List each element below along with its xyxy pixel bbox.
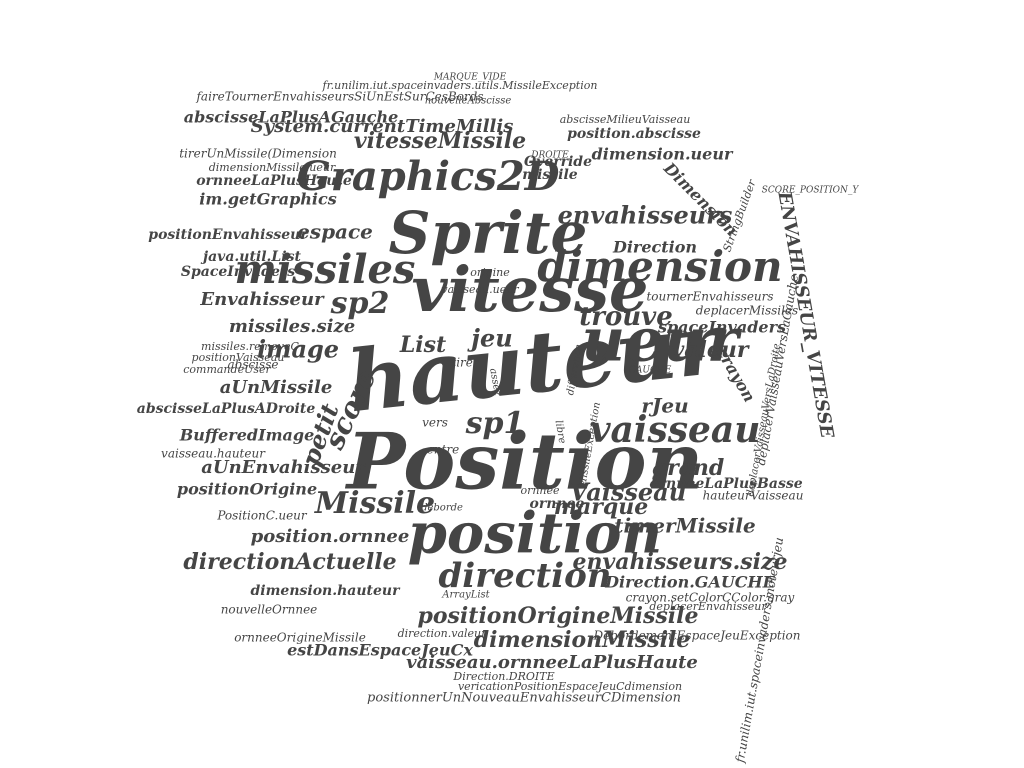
cloud-word: DebordementEspaceJeuException bbox=[592, 629, 800, 643]
cloud-word: GAUCHE bbox=[629, 366, 672, 376]
cloud-word: vaisseau.hauteur bbox=[161, 447, 266, 461]
cloud-word: commandeUser bbox=[183, 363, 271, 376]
cloud-word: grand bbox=[652, 455, 725, 481]
cloud-word: direction.valeur bbox=[398, 627, 488, 640]
cloud-word: ueur bbox=[581, 306, 742, 376]
cloud-word: abscisse bbox=[228, 358, 279, 372]
cloud-word: trouve bbox=[579, 302, 673, 332]
cloud-word: Position bbox=[345, 417, 704, 508]
cloud-word: dimension.ueur bbox=[592, 145, 734, 164]
cloud-word: deplacerMissiles bbox=[696, 304, 798, 318]
cloud-word: espace bbox=[297, 220, 373, 244]
cloud-word: positionVaisseau bbox=[192, 351, 285, 364]
cloud-word: SCORE_POSITION_Y bbox=[762, 186, 860, 196]
cloud-word: aUnEnvahisseur bbox=[201, 457, 366, 478]
cloud-word: nouvelleOrnnee bbox=[221, 603, 318, 617]
cloud-word: dimension bbox=[537, 242, 782, 291]
cloud-word: abscisseMilieuVaisseau bbox=[560, 113, 691, 126]
cloud-word: MARQUE_VIDE bbox=[433, 73, 507, 83]
cloud-word: Sprite bbox=[389, 199, 588, 267]
cloud-word: assez bbox=[487, 368, 503, 398]
cloud-word: List bbox=[399, 332, 446, 358]
cloud-word: directionActuelle bbox=[183, 549, 396, 575]
cloud-word: missiles bbox=[235, 246, 416, 293]
cloud-word: sp1 bbox=[465, 406, 525, 441]
cloud-word: dimensionMissile bbox=[474, 627, 691, 653]
cloud-word: tirerUnMissile(Dimension bbox=[179, 147, 337, 161]
cloud-word: Missile bbox=[314, 486, 435, 521]
cloud-word: DROITE bbox=[530, 151, 569, 161]
cloud-word: positionnerUnNouveauEnvahisseurCDimensio… bbox=[367, 691, 681, 706]
cloud-word: estDansEspaceJeuCx bbox=[287, 641, 473, 660]
cloud-word: crayon.setColorCColor.gray bbox=[626, 591, 795, 605]
cloud-word: position.abscisse bbox=[567, 126, 701, 142]
cloud-word: vitesse bbox=[412, 253, 649, 326]
cloud-word: dimension.hauteur bbox=[251, 583, 402, 599]
cloud-word: vericationPositionEspaceJeuCdimension bbox=[458, 680, 682, 693]
cloud-word: ornneeOrigineMissile bbox=[234, 631, 366, 645]
cloud-word: deplacerEnvahisseur bbox=[649, 600, 767, 613]
cloud-word: missiles.removeC bbox=[201, 340, 299, 353]
cloud-word: timerMissile bbox=[614, 514, 755, 538]
cloud-word: position bbox=[408, 501, 663, 567]
cloud-word: faireTournerEnvahisseursSiUnEstSurCesBor… bbox=[195, 90, 483, 104]
cloud-word: positionOrigineMissile bbox=[417, 603, 698, 629]
cloud-word: sp2 bbox=[330, 286, 390, 321]
cloud-word: rJeu bbox=[641, 394, 688, 418]
cloud-word: Direction bbox=[612, 238, 697, 257]
cloud-word: positionOrigine bbox=[177, 480, 317, 499]
cloud-word: BufferedImage bbox=[179, 426, 315, 445]
cloud-word: position.ornnee bbox=[251, 526, 410, 547]
cloud-word: direction bbox=[439, 556, 612, 596]
cloud-word: jeu bbox=[467, 324, 512, 353]
cloud-word: entre bbox=[427, 443, 460, 457]
cloud-word: deborde bbox=[421, 503, 463, 514]
cloud-word: SpaceInvaders bbox=[181, 264, 295, 280]
cloud-word: positionEnvahisseur bbox=[148, 227, 309, 243]
cloud-word: Direction.DROITE bbox=[452, 670, 554, 683]
cloud-word: missile bbox=[522, 167, 578, 183]
cloud-word: spaceInvaders bbox=[657, 318, 786, 337]
cloud-word: tournerEnvahisseurs bbox=[646, 290, 773, 304]
cloud-word: image bbox=[257, 335, 339, 364]
cloud-word: envahisseurs.size bbox=[572, 549, 787, 575]
cloud-word: vitesseMissile bbox=[354, 128, 526, 154]
cloud-word: Override bbox=[524, 154, 592, 170]
cloud-word: tirer bbox=[451, 356, 479, 370]
cloud-word: PositionC.ueur bbox=[216, 509, 308, 523]
cloud-word: vaisseau.ueur bbox=[441, 283, 519, 296]
cloud-word: marque bbox=[554, 494, 649, 520]
cloud-word: vaisseau.ornneeLaPlusHaute bbox=[406, 652, 698, 673]
cloud-word: abscisseLaPlusAGauche bbox=[184, 108, 399, 127]
cloud-word: Graphics2D bbox=[297, 153, 560, 200]
cloud-word: System.currentTimeMillis bbox=[251, 116, 514, 137]
cloud-word: Envahisseur bbox=[199, 289, 325, 310]
cloud-word: hauteurVaisseau bbox=[703, 489, 804, 503]
cloud-word: envahisseurs bbox=[558, 201, 733, 230]
cloud-word: Vaisseau bbox=[570, 478, 686, 507]
cloud-word: Direction.GAUCHE bbox=[604, 573, 776, 592]
cloud-word: ornnee bbox=[530, 496, 585, 512]
cloud-word: ornnee bbox=[520, 484, 560, 497]
cloud-word: vaisseau bbox=[590, 409, 761, 451]
cloud-word: fr.unilim.iut.spaceinvaders.utils.Missil… bbox=[322, 79, 598, 92]
cloud-word: ornneeLaPlusBasse bbox=[649, 476, 802, 492]
cloud-word: dimensionMissile.ueur bbox=[209, 161, 336, 174]
cloud-word: nouvelleAbscisse bbox=[425, 96, 512, 107]
cloud-word: java.util.List bbox=[200, 249, 301, 265]
cloud-word: aUnMissile bbox=[220, 377, 333, 398]
cloud-word: ornneeLaPlusHaute bbox=[196, 173, 352, 189]
cloud-word: valeur bbox=[672, 337, 750, 363]
cloud-word: libre bbox=[553, 419, 568, 444]
cloud-word: missiles.size bbox=[229, 316, 355, 337]
cloud-word: abscisseLaPlusADroite bbox=[137, 401, 316, 417]
cloud-word: ArrayList bbox=[441, 590, 490, 601]
cloud-word: im.getGraphics bbox=[199, 190, 336, 209]
cloud-word: vers bbox=[422, 416, 448, 430]
cloud-word: origine bbox=[470, 266, 510, 279]
